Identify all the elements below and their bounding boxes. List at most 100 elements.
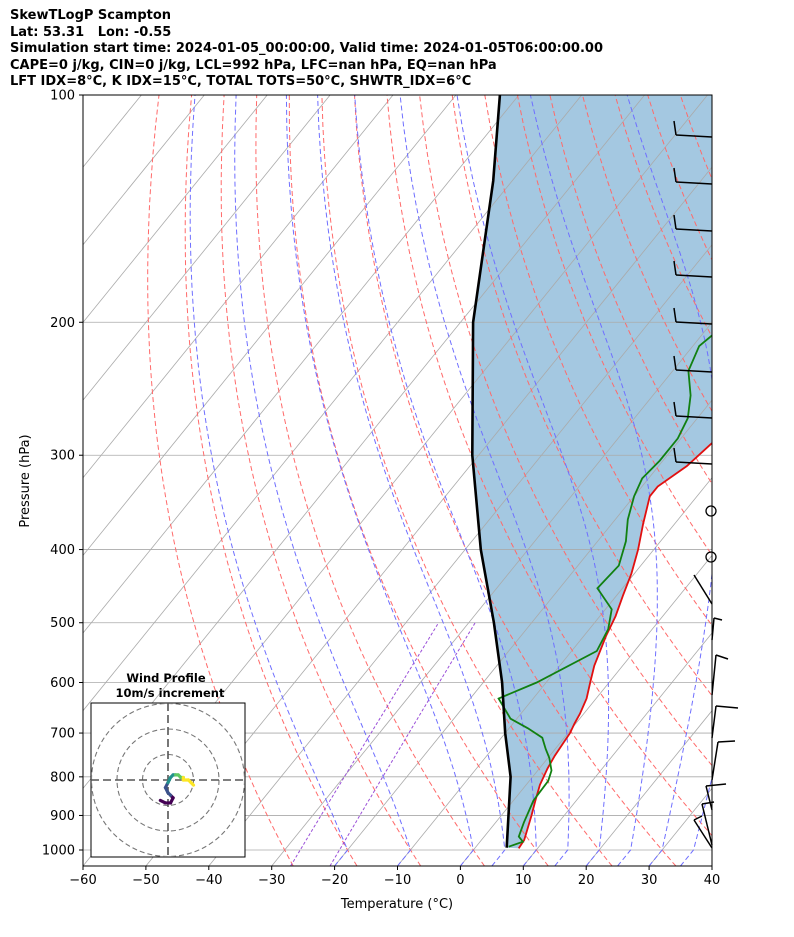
y-tick-label: 700	[50, 727, 75, 742]
dry-adiabat-line	[255, 95, 485, 866]
moist-adiabat-line	[189, 95, 349, 866]
isotherm-line	[83, 95, 268, 324]
y-axis-label: Pressure (hPa)	[18, 434, 33, 527]
x-axis-label: Temperature (°C)	[340, 897, 453, 912]
mixing-ratio-line	[329, 622, 476, 866]
dry-adiabat-line	[184, 95, 358, 866]
wind-barb	[675, 461, 713, 465]
dry-adiabat-line	[386, 95, 712, 837]
y-tick-label: 500	[50, 616, 75, 631]
x-tick-label: −40	[195, 873, 222, 888]
calm-wind-marker	[705, 551, 717, 563]
dry-adiabat-line	[321, 95, 613, 866]
wind-barbs	[673, 120, 739, 849]
axes: −60 −50 −40 −30 −20 −10 0 10 20 30 40 1000 900 800 700…	[42, 89, 720, 889]
dry-adiabat-line	[778, 95, 794, 866]
parcel-profile-line	[470, 95, 512, 848]
calm-wind-marker	[705, 505, 717, 517]
hodograph-segment	[189, 780, 196, 787]
background-grid	[83, 95, 794, 866]
y-tick-label: 400	[50, 543, 75, 558]
x-tick-label: −60	[69, 873, 96, 888]
x-tick-label: 10	[515, 873, 532, 888]
y-tick-label: 100	[50, 89, 75, 104]
isotherm-line	[83, 95, 583, 712]
y-tick-label: 200	[50, 316, 75, 331]
inset-title: Wind Profile	[126, 671, 206, 685]
moist-adiabat-line	[354, 95, 537, 866]
hodograph-ring	[91, 703, 245, 857]
wind-barb	[675, 228, 713, 232]
cape-shading-layer	[472, 95, 712, 849]
isotherm-line	[83, 95, 457, 557]
wind-barb-flag	[673, 401, 677, 417]
wind-barb	[675, 369, 713, 373]
profile-lines	[470, 95, 712, 849]
x-tick-label: 0	[456, 873, 464, 888]
isotherm-line	[460, 554, 712, 866]
dry-adiabat-line	[419, 95, 712, 767]
isotherm-line	[83, 95, 205, 246]
dry-adiabat-line	[147, 95, 294, 866]
y-tick-label: 300	[50, 449, 75, 464]
cin-shading	[472, 95, 712, 849]
moist-adiabat-line	[626, 95, 712, 866]
simulation-time-line: Simulation start time: 2024-01-05_00:00:…	[10, 41, 603, 57]
isotherm-line	[83, 95, 520, 634]
y-tick-label: 600	[50, 676, 75, 691]
stability-indices-line-2: LFT IDX=8°C, K IDX=15°C, TOTAL TOTS=50°C…	[10, 74, 472, 90]
dry-adiabat-line	[516, 95, 712, 556]
wind-barb	[675, 274, 713, 278]
wind-profile-inset: Wind Profile 10m/s increment	[90, 671, 246, 858]
isotherm-line	[522, 632, 712, 866]
wind-barb	[693, 819, 713, 849]
x-tick-label: 40	[704, 873, 721, 888]
wind-barb	[705, 785, 713, 811]
isotherm-line	[711, 865, 712, 866]
wind-barb-flag	[673, 355, 677, 371]
wind-barb	[675, 134, 713, 138]
wind-barb	[693, 574, 713, 605]
wind-barb-flag	[673, 447, 677, 463]
wind-barb	[675, 321, 713, 325]
y-tick-label: 900	[50, 809, 75, 824]
x-tick-label: −50	[132, 873, 159, 888]
wind-barb-flag	[673, 120, 677, 136]
inset-subtitle: 10m/s increment	[116, 686, 225, 700]
dry-adiabat-line	[549, 95, 712, 485]
isotherm-line	[145, 166, 712, 866]
wind-barb	[711, 741, 719, 781]
dry-adiabat-line	[220, 95, 422, 866]
isotherm-line	[585, 710, 712, 866]
moist-adiabat-line	[680, 775, 712, 866]
dry-adiabat-line	[745, 95, 794, 866]
moist-adiabat-line	[234, 95, 412, 866]
moist-adiabat-line	[317, 95, 506, 866]
wind-barb	[711, 705, 717, 739]
isotherm-line	[271, 321, 712, 866]
moist-adiabat-line	[456, 95, 610, 866]
location-line: Lat: 53.31 Lon: -0.55	[10, 24, 172, 40]
x-tick-label: −20	[321, 873, 348, 888]
wind-barb-flag	[717, 740, 736, 743]
wind-barb-flag	[673, 167, 677, 183]
wind-barb	[675, 415, 713, 419]
mixing-ratio-line	[290, 622, 440, 866]
dry-adiabat-line	[713, 95, 794, 866]
wind-barb-flag	[673, 307, 677, 323]
wind-barb-flag	[713, 617, 723, 621]
x-tick-label: −10	[384, 873, 411, 888]
chart-title: SkewTLogP Scampton	[10, 8, 172, 23]
isotherm-line	[208, 244, 712, 866]
stability-indices-line-1: CAPE=0 j/kg, CIN=0 j/kg, LCL=992 hPa, LF…	[10, 57, 497, 73]
temperature-line	[517, 442, 712, 849]
wind-barb	[701, 803, 713, 846]
dewpoint-line	[497, 334, 712, 848]
x-tick-label: −30	[258, 873, 285, 888]
chart-header: SkewTLogP Scampton Lat: 53.31 Lon: -0.55…	[10, 8, 603, 91]
wind-barb-flag	[693, 815, 703, 821]
wind-barb-flag	[705, 783, 727, 787]
y-tick-label: 1000	[42, 844, 75, 859]
isotherm-line	[83, 95, 394, 479]
